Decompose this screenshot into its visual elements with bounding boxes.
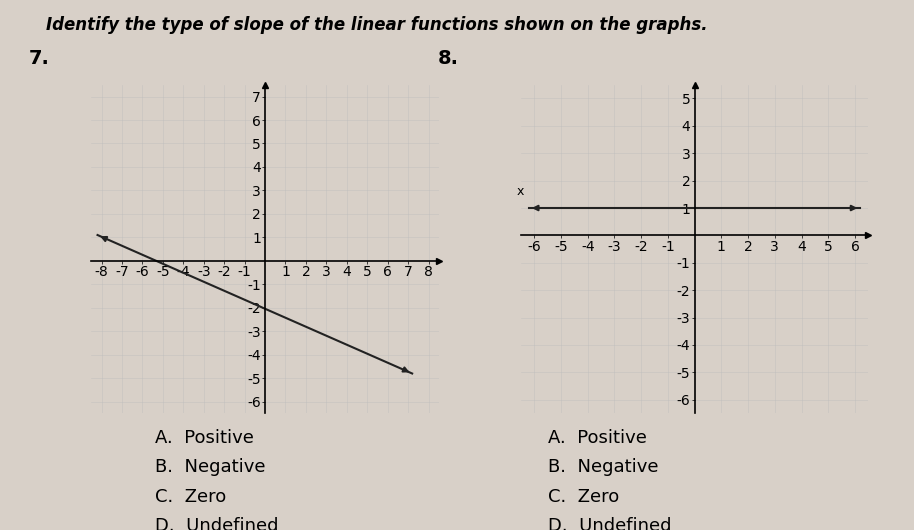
Text: x: x [516, 186, 524, 198]
Text: C.  Zero: C. Zero [548, 488, 620, 506]
Text: D.  Undefined: D. Undefined [548, 517, 672, 530]
Text: B.  Negative: B. Negative [548, 458, 659, 476]
Text: 8.: 8. [438, 49, 459, 68]
Text: A.  Positive: A. Positive [548, 429, 647, 447]
Text: Identify the type of slope of the linear functions shown on the graphs.: Identify the type of slope of the linear… [46, 16, 707, 34]
Text: A.  Positive: A. Positive [155, 429, 254, 447]
Text: B.  Negative: B. Negative [155, 458, 266, 476]
Text: D.  Undefined: D. Undefined [155, 517, 279, 530]
Text: C.  Zero: C. Zero [155, 488, 227, 506]
Text: 7.: 7. [29, 49, 49, 68]
